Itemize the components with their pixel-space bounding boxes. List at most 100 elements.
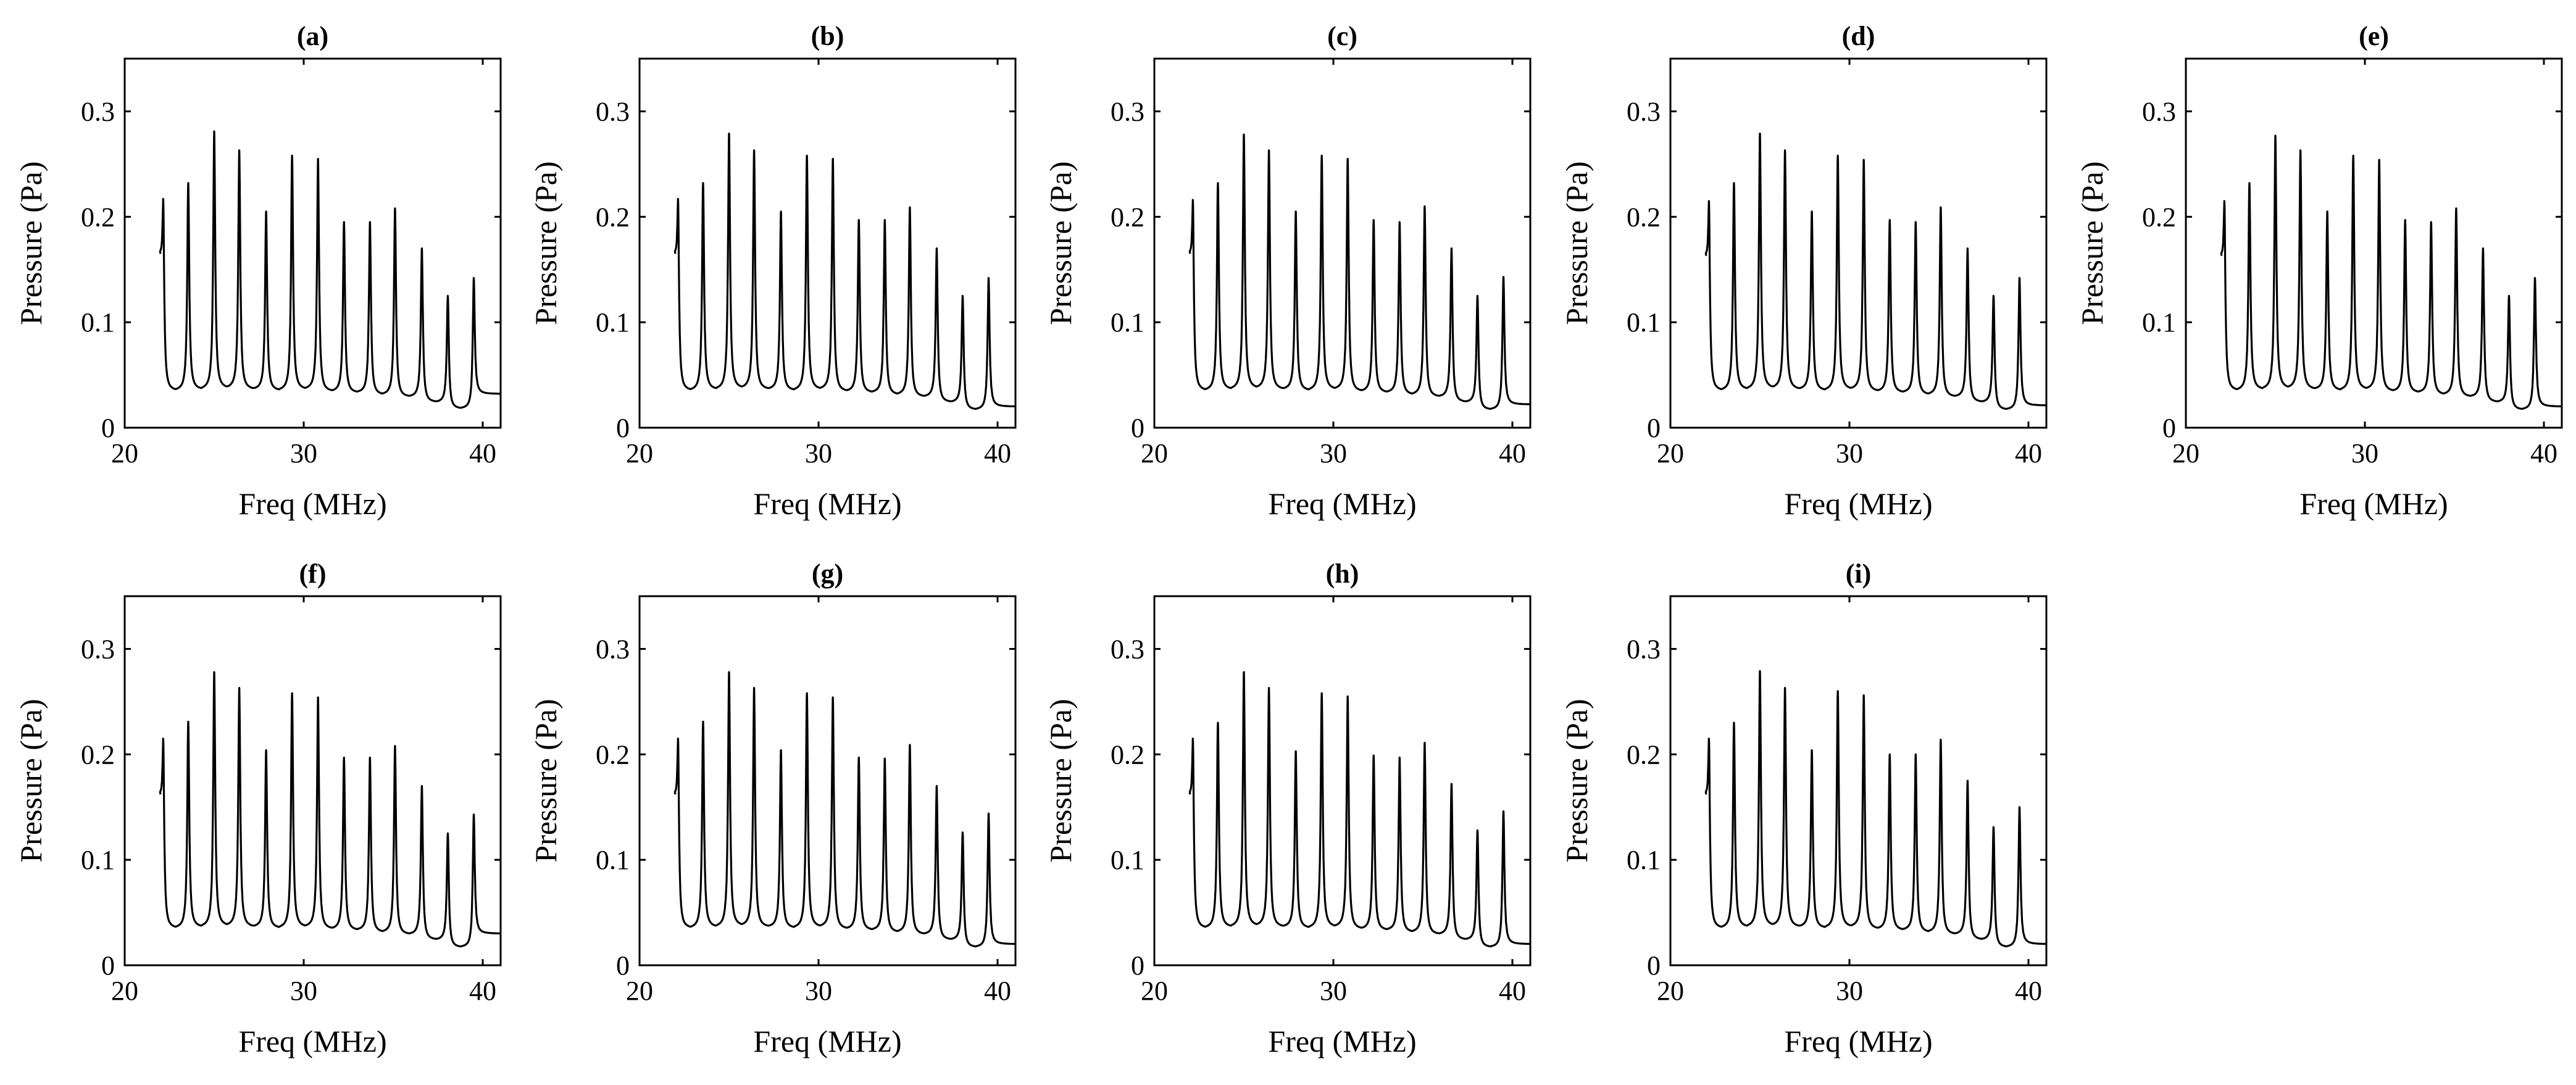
x-tick-label: 40 (1499, 438, 1526, 468)
series-line (1704, 670, 2047, 947)
x-axis-label: Freq (MHz) (2299, 486, 2448, 521)
axes-frame (1153, 595, 1532, 967)
y-tick-label: 0.3 (1111, 96, 1144, 127)
y-tick-label: 0.3 (2142, 96, 2176, 127)
y-tick-label: 0.2 (81, 739, 115, 770)
panel-title: (c) (1327, 21, 1357, 51)
x-axis-label: Freq (MHz) (753, 486, 901, 521)
x-tick-label: 40 (469, 976, 496, 1006)
panel-c: (c) 20 30 40 0 0.1 0.2 0.3 Freq (MHz) Pressure (P… (1043, 21, 1532, 521)
y-tick-label: 0 (2162, 413, 2176, 443)
x-tick-label: 20 (1657, 438, 1684, 468)
axes-frame (1153, 57, 1532, 429)
y-axis-label: Pressure (Pa) (1559, 699, 1594, 862)
y-tick-label: 0.2 (1627, 202, 1661, 232)
panel-title: (e) (2359, 21, 2389, 51)
x-tick-label: 20 (626, 976, 653, 1006)
y-tick-label: 0 (101, 950, 115, 981)
panel-i: (i) 20 30 40 0 0.1 0.2 0.3 Freq (MHz) Pressure (P… (1559, 559, 2048, 1058)
x-tick-label: 40 (984, 976, 1011, 1006)
x-tick-label: 20 (111, 976, 138, 1006)
x-tick-label: 20 (626, 438, 653, 468)
y-tick-label: 0.3 (81, 634, 115, 664)
y-tick-label: 0.3 (81, 96, 115, 127)
y-axis-label: Pressure (Pa) (1043, 161, 1078, 325)
y-tick-label: 0.2 (1111, 739, 1144, 770)
y-tick-label: 0.2 (596, 202, 630, 232)
x-tick-label: 40 (984, 438, 1011, 468)
y-tick-label: 0 (101, 413, 115, 443)
x-tick-label: 40 (1499, 976, 1526, 1006)
y-tick-label: 0 (1131, 950, 1144, 981)
series-line (2220, 135, 2562, 410)
panel-title: (g) (812, 559, 843, 589)
x-tick-label: 30 (1836, 976, 1863, 1006)
series-line (1188, 671, 1531, 947)
x-axis-label: Freq (MHz) (1268, 486, 1416, 521)
panel-a: (a) 20 30 40 0 0.1 0.2 0.3 Freq (MHz) Pressure (P… (14, 21, 502, 521)
x-tick-label: 20 (1141, 438, 1168, 468)
y-tick-label: 0 (1647, 413, 1661, 443)
series-line (673, 671, 1016, 948)
y-axis-label: Pressure (Pa) (528, 699, 563, 862)
series-line (1704, 132, 2047, 410)
y-tick-label: 0.2 (1111, 202, 1144, 232)
x-tick-label: 40 (2530, 438, 2557, 468)
x-tick-label: 30 (290, 976, 317, 1006)
axes-frame (1669, 57, 2048, 429)
y-tick-label: 0.1 (1627, 845, 1661, 875)
panel-title: (f) (299, 559, 327, 589)
axes-frame (638, 57, 1017, 429)
x-tick-label: 30 (1320, 976, 1347, 1006)
x-tick-label: 30 (1320, 438, 1347, 468)
x-axis-label: Freq (MHz) (238, 1024, 386, 1058)
y-tick-label: 0.1 (1111, 845, 1144, 875)
x-tick-label: 40 (469, 438, 496, 468)
panel-title: (d) (1842, 21, 1875, 51)
panel-g: (g) 20 30 40 0 0.1 0.2 0.3 Freq (MHz) Pressure (P… (528, 559, 1017, 1058)
y-tick-label: 0.3 (596, 634, 630, 664)
y-axis-label: Pressure (Pa) (14, 699, 48, 862)
axes-frame (123, 595, 502, 967)
x-tick-label: 40 (2015, 976, 2042, 1006)
y-tick-label: 0.2 (81, 202, 115, 232)
y-tick-label: 0.3 (1627, 634, 1661, 664)
x-axis-label: Freq (MHz) (1784, 486, 1932, 521)
x-axis-label: Freq (MHz) (238, 486, 386, 521)
x-axis-label: Freq (MHz) (1268, 1024, 1416, 1058)
axes-frame (2185, 57, 2563, 429)
y-axis-label: Pressure (Pa) (528, 161, 563, 325)
y-tick-label: 0.1 (81, 307, 115, 338)
panel-d: (d) 20 30 40 0 0.1 0.2 0.3 Freq (MHz) Pressure (P… (1559, 21, 2048, 521)
x-tick-label: 40 (2015, 438, 2042, 468)
y-tick-label: 0.1 (81, 845, 115, 875)
x-tick-label: 20 (1141, 976, 1168, 1006)
axes-frame (1669, 595, 2048, 967)
x-axis-label: Freq (MHz) (753, 1024, 901, 1058)
panel-e: (e) 20 30 40 0 0.1 0.2 0.3 Freq (MHz) Pressure (P… (2075, 21, 2563, 521)
panel-title: (a) (297, 21, 328, 51)
panel-h: (h) 20 30 40 0 0.1 0.2 0.3 Freq (MHz) Pressure (P… (1043, 559, 1532, 1058)
panel-title: (i) (1846, 559, 1872, 589)
series-line (673, 132, 1016, 410)
axes-frame (638, 595, 1017, 967)
series-line (159, 130, 501, 409)
y-tick-label: 0.1 (2142, 307, 2176, 338)
panel-title: (b) (811, 21, 844, 51)
x-tick-label: 30 (805, 976, 832, 1006)
y-tick-label: 0.3 (1111, 634, 1144, 664)
panel-f: (f) 20 30 40 0 0.1 0.2 0.3 Freq (MHz) Pressure (P… (14, 559, 502, 1058)
y-tick-label: 0.3 (1627, 96, 1661, 127)
panel-b: (b) 20 30 40 0 0.1 0.2 0.3 Freq (MHz) Pressure (P… (528, 21, 1017, 521)
series-line (159, 671, 501, 948)
y-tick-label: 0.2 (1627, 739, 1661, 770)
y-tick-label: 0.2 (2142, 202, 2176, 232)
y-tick-label: 0.1 (1627, 307, 1661, 338)
x-tick-label: 30 (1836, 438, 1863, 468)
y-tick-label: 0.1 (596, 845, 630, 875)
y-tick-label: 0 (1647, 950, 1661, 981)
x-tick-label: 30 (290, 438, 317, 468)
y-tick-label: 0 (1131, 413, 1144, 443)
